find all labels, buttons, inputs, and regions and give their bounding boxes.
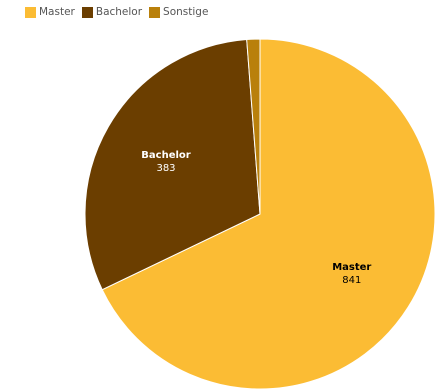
legend-item-sonstige[interactable]: Sonstige [149, 6, 208, 18]
data-label-value-master: 841 [342, 275, 361, 286]
pie-slice-bachelor[interactable] [84, 38, 261, 291]
legend-swatch-sonstige [149, 6, 161, 18]
chart-legend: Master Bachelor Sonstige [25, 6, 215, 18]
pie-slice-sonstige[interactable] [246, 38, 261, 215]
data-label-value-bachelor: 383 [156, 163, 175, 174]
data-label-name-bachelor: Bachelor [141, 150, 190, 161]
data-label-name-master: Master [332, 262, 371, 273]
legend-label-sonstige: Sonstige [163, 6, 209, 18]
legend-item-bachelor[interactable]: Bachelor [81, 6, 143, 18]
legend-label-bachelor: Bachelor [95, 6, 143, 18]
legend-swatch-bachelor [81, 6, 93, 18]
legend-item-master[interactable]: Master [25, 6, 75, 18]
pie-slice-master[interactable] [101, 38, 435, 389]
legend-label-master: Master [39, 6, 75, 18]
legend-swatch-master [25, 6, 36, 18]
